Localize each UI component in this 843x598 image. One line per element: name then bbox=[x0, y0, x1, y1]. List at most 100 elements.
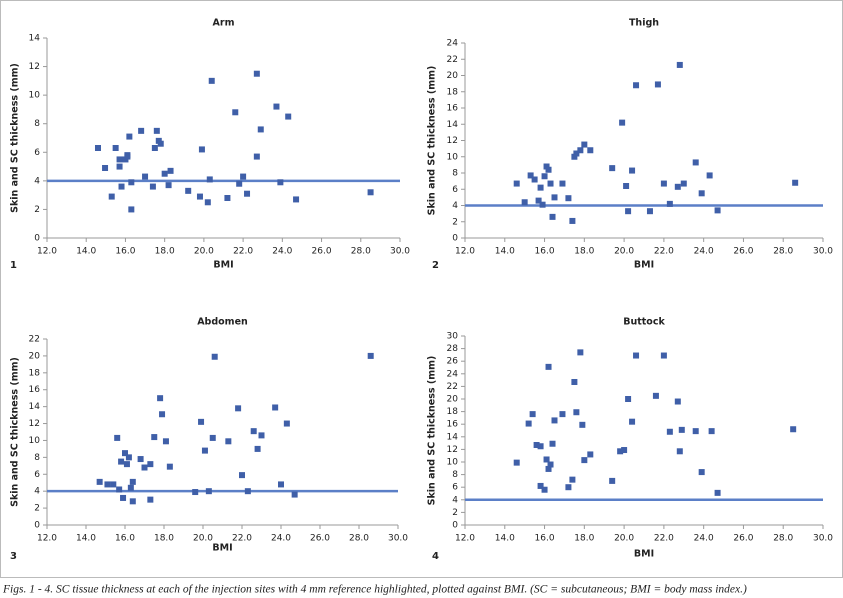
point bbox=[569, 217, 576, 224]
y-tick-label: 8 bbox=[34, 453, 40, 463]
point bbox=[676, 448, 683, 455]
y-tick-label: 22 bbox=[447, 382, 458, 392]
y-tick-label: 14 bbox=[447, 120, 459, 130]
point bbox=[118, 183, 125, 190]
point bbox=[549, 440, 556, 447]
point bbox=[285, 113, 292, 120]
point bbox=[278, 481, 284, 488]
point bbox=[293, 196, 300, 203]
point bbox=[204, 199, 211, 206]
point bbox=[692, 159, 699, 166]
x-tick-label: 12.0 bbox=[37, 534, 57, 544]
y-tick-label: 20 bbox=[29, 351, 41, 361]
point bbox=[706, 172, 713, 179]
point bbox=[525, 420, 532, 427]
y-tick-label: 4 bbox=[34, 176, 40, 186]
x-axis-title: BMI bbox=[213, 260, 233, 271]
point bbox=[224, 195, 231, 201]
point bbox=[244, 488, 251, 495]
y-tick-label: 20 bbox=[447, 395, 459, 405]
point bbox=[692, 428, 699, 435]
x-tick-label: 14.0 bbox=[76, 534, 96, 544]
x-axis-title: BMI bbox=[634, 260, 654, 271]
x-axis-title: BMI bbox=[634, 549, 654, 560]
point bbox=[539, 201, 546, 208]
y-tick-label: 14 bbox=[29, 34, 41, 44]
x-tick-label: 18.0 bbox=[574, 247, 594, 257]
point bbox=[201, 447, 208, 454]
point bbox=[205, 488, 212, 495]
point bbox=[112, 145, 119, 151]
chart-title: Thigh bbox=[629, 18, 659, 29]
point bbox=[573, 409, 580, 416]
point bbox=[587, 451, 594, 458]
point bbox=[198, 418, 205, 425]
point bbox=[120, 494, 127, 501]
x-tick-label: 18.0 bbox=[574, 534, 594, 544]
point bbox=[537, 443, 544, 450]
point bbox=[559, 180, 566, 187]
point bbox=[128, 179, 135, 186]
point bbox=[549, 213, 556, 220]
point bbox=[609, 477, 616, 484]
point bbox=[123, 461, 130, 468]
chart-title: Abdomen bbox=[197, 317, 248, 328]
point bbox=[629, 167, 636, 174]
x-tick-label: 14.0 bbox=[495, 534, 515, 544]
x-tick-label: 18.0 bbox=[155, 247, 175, 257]
point bbox=[94, 145, 101, 151]
point bbox=[678, 426, 685, 433]
point bbox=[110, 481, 117, 488]
point bbox=[559, 411, 566, 418]
point bbox=[235, 405, 242, 412]
point bbox=[541, 173, 548, 180]
point bbox=[547, 461, 554, 468]
y-axis-title: Skin and SC thickness (mm) bbox=[10, 357, 21, 507]
point bbox=[521, 199, 528, 206]
point bbox=[660, 180, 667, 187]
point bbox=[698, 190, 705, 197]
x-tick-label: 16.0 bbox=[535, 247, 555, 257]
point bbox=[666, 428, 673, 435]
x-tick-label: 16.0 bbox=[115, 534, 135, 544]
x-tick-label: 30.0 bbox=[813, 247, 833, 257]
point bbox=[165, 182, 172, 189]
point bbox=[291, 491, 298, 498]
point bbox=[125, 454, 132, 461]
y-tick-label: 14 bbox=[29, 402, 41, 412]
point bbox=[116, 163, 123, 170]
y-tick-label: 0 bbox=[34, 521, 40, 531]
x-tick-label: 22.0 bbox=[654, 247, 674, 257]
y-tick-label: 8 bbox=[452, 470, 458, 480]
point bbox=[541, 486, 548, 493]
x-tick-label: 16.0 bbox=[535, 534, 555, 544]
point bbox=[617, 448, 624, 455]
panel-label: 2 bbox=[432, 260, 439, 271]
y-tick-label: 22 bbox=[447, 55, 458, 65]
x-tick-label: 20.0 bbox=[614, 247, 634, 257]
point bbox=[545, 166, 552, 173]
point bbox=[790, 426, 797, 433]
point bbox=[166, 463, 173, 470]
point bbox=[232, 109, 239, 116]
point bbox=[157, 140, 164, 147]
y-tick-label: 0 bbox=[452, 234, 458, 244]
point bbox=[129, 498, 136, 505]
point bbox=[253, 70, 260, 77]
point bbox=[551, 417, 558, 424]
point bbox=[151, 145, 158, 151]
x-tick-label: 24.0 bbox=[271, 534, 291, 544]
y-tick-label: 16 bbox=[447, 420, 459, 430]
point bbox=[253, 153, 260, 160]
x-tick-label: 20.0 bbox=[614, 534, 634, 544]
point bbox=[185, 187, 192, 194]
y-axis-title: Skin and SC thickness (mm) bbox=[10, 63, 21, 213]
point bbox=[551, 194, 558, 201]
y-tick-label: 6 bbox=[452, 185, 458, 195]
y-tick-label: 30 bbox=[447, 332, 459, 342]
point bbox=[128, 206, 135, 213]
point bbox=[272, 404, 279, 411]
x-tick-label: 28.0 bbox=[773, 247, 793, 257]
point bbox=[621, 447, 628, 454]
y-tick-label: 24 bbox=[447, 39, 459, 49]
